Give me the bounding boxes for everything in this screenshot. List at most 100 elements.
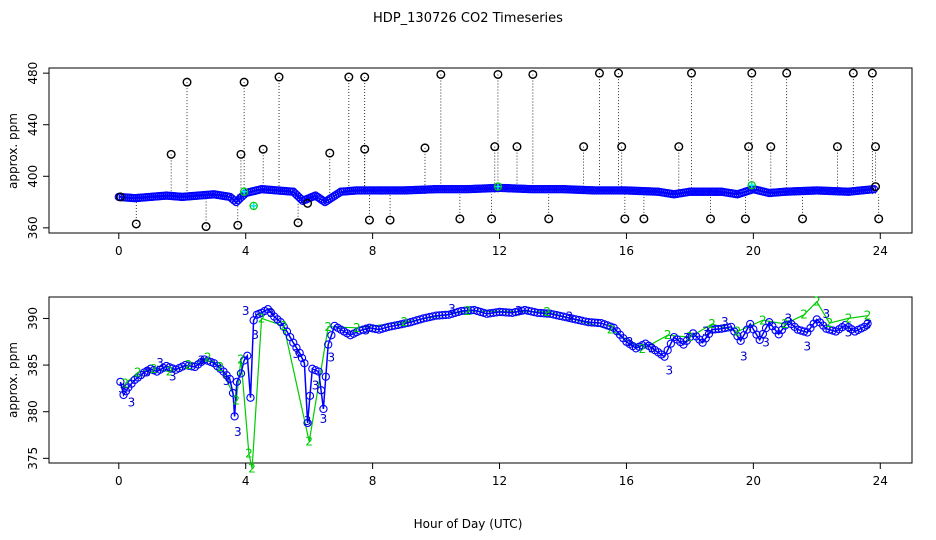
series-1-point xyxy=(587,318,596,327)
series-2-marker: 2 xyxy=(864,309,872,323)
series-2-marker: 2 xyxy=(708,317,716,331)
ch1-point xyxy=(318,196,328,205)
series-3-marker: 3 xyxy=(448,302,456,316)
outlier-point xyxy=(674,142,684,152)
series-2-marker: 2 xyxy=(813,295,821,309)
series-2-marker: 2 xyxy=(734,325,742,339)
series-3-marker: 3 xyxy=(156,356,164,370)
x-axis-label: Hour of Day (UTC) xyxy=(414,517,523,531)
series-3-marker: 3 xyxy=(845,325,853,339)
series-1-point xyxy=(295,348,304,358)
outlier-point xyxy=(740,214,750,224)
series-2-marker: 2 xyxy=(607,323,615,337)
series-1-point xyxy=(305,391,315,401)
flagged-point xyxy=(249,201,258,210)
series-1-point xyxy=(422,313,431,322)
top-y-tick-label: 400 xyxy=(26,165,40,188)
series-1-point xyxy=(460,306,469,315)
flagged-point xyxy=(493,182,502,191)
top-plot-frame xyxy=(48,67,913,234)
series-1-point xyxy=(400,319,409,328)
series-1-point xyxy=(514,307,523,316)
series-2-marker: 2 xyxy=(280,319,288,333)
series-1-point xyxy=(520,305,530,315)
series-2-marker: 2 xyxy=(353,321,361,335)
series-1-point xyxy=(225,374,234,384)
series-1-point xyxy=(319,404,328,414)
ch1-point xyxy=(229,196,239,205)
outlier-point xyxy=(874,214,884,224)
series-1-point xyxy=(463,306,472,315)
series-1-point xyxy=(371,324,380,334)
outlier-point xyxy=(706,214,716,224)
series-3-marker: 3 xyxy=(515,304,523,318)
bottom-y-tick-label: 380 xyxy=(26,400,40,423)
series-1-point xyxy=(316,386,326,395)
series-3-marker: 3 xyxy=(762,336,770,350)
outlier-point xyxy=(233,220,243,230)
series-1-point xyxy=(116,377,125,387)
bottom-x-tick-label: 16 xyxy=(619,474,634,488)
series-3-marker: 3 xyxy=(118,381,126,395)
series-1-point xyxy=(511,308,520,317)
series-3-marker: 3 xyxy=(234,425,242,439)
outlier-point xyxy=(490,142,500,152)
series-2-marker: 2 xyxy=(759,313,767,327)
series-1-point xyxy=(300,359,309,368)
series-2-marker: 2 xyxy=(258,311,266,325)
outlier-point xyxy=(455,214,465,224)
series-3-marker: 3 xyxy=(784,311,792,325)
outlier-point xyxy=(594,68,604,78)
outlier-point xyxy=(747,68,757,78)
series-1-point xyxy=(863,319,872,328)
outlier-point xyxy=(420,143,430,153)
series-3-marker: 3 xyxy=(683,331,691,345)
series-3-marker: 3 xyxy=(328,351,336,365)
series-3-marker: 3 xyxy=(312,379,320,393)
series-1-point xyxy=(498,308,507,317)
outlier-point xyxy=(182,77,192,87)
outlier-point xyxy=(871,182,881,192)
series-3-marker: 3 xyxy=(197,353,205,367)
series-2-marker: 2 xyxy=(248,462,256,476)
top-y-tick-label: 480 xyxy=(26,62,40,85)
series-3-marker: 3 xyxy=(169,369,177,383)
series-2-marker: 2 xyxy=(845,311,853,325)
outlier-point xyxy=(528,69,538,79)
series-1-point xyxy=(530,308,539,317)
top-x-tick-label: 0 xyxy=(115,244,123,258)
series-3-marker: 3 xyxy=(362,324,370,338)
series-1-point xyxy=(568,314,577,323)
outlier-point xyxy=(848,68,858,78)
top-panel: approx. ppm 0 4 8 12 16 20 24 360 400 440 480 xyxy=(6,62,913,258)
series-1-point xyxy=(365,323,374,332)
series-1-point xyxy=(660,352,669,361)
series-1-point xyxy=(517,306,526,315)
series-1-point xyxy=(368,324,377,333)
figure-title: HDP_130726 CO2 Timeseries xyxy=(373,11,563,26)
bottom-x-tick-label: 8 xyxy=(369,474,377,488)
outlier-point xyxy=(166,149,176,159)
series-3-marker: 3 xyxy=(304,414,312,428)
bottom-y-tick-label: 390 xyxy=(26,307,40,330)
series-1-point xyxy=(501,308,511,317)
bottom-y-axis-label: approx. ppm xyxy=(6,342,20,418)
outlier-point xyxy=(236,149,246,159)
bottom-plot-frame xyxy=(48,296,913,464)
series-3-marker: 3 xyxy=(823,307,831,321)
series-1-point xyxy=(232,377,241,387)
series-1-point xyxy=(495,307,504,317)
series-2-marker: 2 xyxy=(543,305,551,319)
series-1-point xyxy=(539,309,549,318)
series-1-point xyxy=(546,309,555,318)
outlier-point xyxy=(686,68,696,78)
top-x-tick-label: 4 xyxy=(242,244,250,258)
outlier-point xyxy=(579,142,589,152)
top-y-tick-label: 360 xyxy=(26,216,40,239)
outlier-point xyxy=(493,69,503,79)
series-1-point xyxy=(393,320,403,330)
ch1-point xyxy=(869,184,879,194)
series-3-marker: 3 xyxy=(223,374,231,388)
series-2-marker: 2 xyxy=(686,330,694,344)
series-3-marker: 3 xyxy=(144,366,152,380)
